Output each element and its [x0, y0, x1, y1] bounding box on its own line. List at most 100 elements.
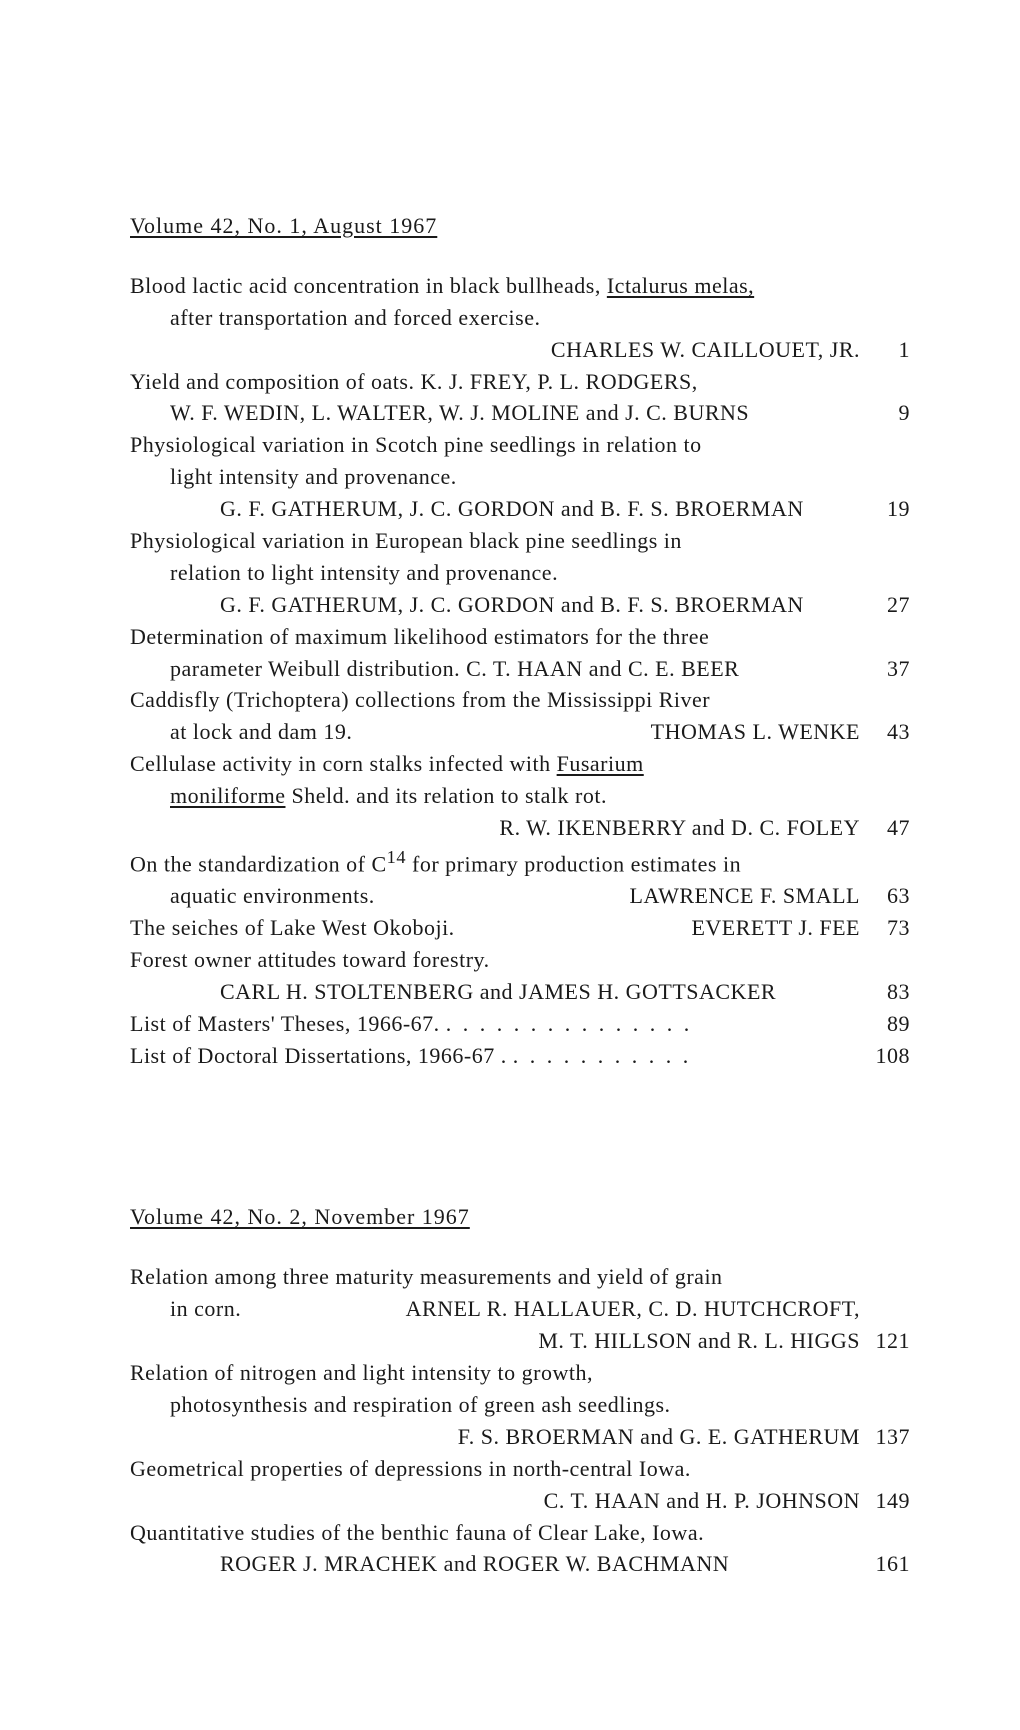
toc-page-number: 89	[860, 1008, 910, 1040]
toc-title-text: photosynthesis and respiration of green …	[170, 1392, 671, 1417]
toc-author-text: C. T. HAAN and H. P. JOHNSON	[544, 1488, 860, 1513]
toc-line-text: M. T. HILLSON and R. L. HIGGS	[130, 1325, 860, 1357]
toc-page-number: 63	[860, 880, 910, 912]
volume-2-section: Volume 42, No. 2, November 1967 Relation…	[130, 1201, 910, 1580]
toc-title-text: Physiological variation in Scotch pine s…	[130, 432, 702, 457]
toc-line-text: Cellulase activity in corn stalks infect…	[130, 748, 860, 780]
toc-line-text: Forest owner attitudes toward forestry.	[130, 944, 860, 976]
toc-line: photosynthesis and respiration of green …	[130, 1389, 910, 1421]
toc-line-text: W. F. WEDIN, L. WALTER, W. J. MOLINE and…	[130, 397, 860, 429]
toc-line-text: parameter Weibull distribution. C. T. HA…	[130, 653, 860, 685]
toc-title-text: parameter Weibull distribution. C. T. HA…	[170, 656, 739, 681]
toc-line: W. F. WEDIN, L. WALTER, W. J. MOLINE and…	[130, 397, 910, 429]
toc-line: Quantitative studies of the benthic faun…	[130, 1517, 910, 1549]
toc-line-text: F. S. BROERMAN and G. E. GATHERUM	[130, 1421, 860, 1453]
toc-line: Physiological variation in Scotch pine s…	[130, 429, 910, 461]
toc-title-text: List of Doctoral Dissertations, 1966-67 …	[130, 1043, 513, 1068]
toc-title-text: aquatic environments.	[170, 880, 375, 912]
toc-title-text: Sheld. and its relation to stalk rot.	[285, 783, 606, 808]
toc-title-text: Cellulase activity in corn stalks infect…	[130, 751, 557, 776]
toc-author-text: R. W. IKENBERRY and D. C. FOLEY	[499, 815, 860, 840]
toc-page-number: 37	[860, 653, 910, 685]
toc-line: Relation among three maturity measuremen…	[130, 1261, 910, 1293]
toc-author-text: THOMAS L. WENKE	[651, 716, 860, 748]
toc-line-text: aquatic environments. LAWRENCE F. SMALL	[130, 880, 860, 912]
toc-author-text: G. F. GATHERUM, J. C. GORDON and B. F. S…	[220, 496, 804, 521]
toc-author-text: ARNEL R. HALLAUER, C. D. HUTCHCROFT,	[406, 1293, 860, 1325]
volume-1-section: Volume 42, No. 1, August 1967 Blood lact…	[130, 210, 910, 1071]
toc-title-text: at lock and dam 19.	[170, 716, 352, 748]
toc-line: light intensity and provenance.	[130, 461, 910, 493]
toc-title-text: after transportation and forced exercise…	[170, 305, 541, 330]
toc-line-text: Relation of nitrogen and light intensity…	[130, 1357, 860, 1389]
toc-line: relation to light intensity and provenan…	[130, 557, 910, 589]
toc-line: M. T. HILLSON and R. L. HIGGS121	[130, 1325, 910, 1357]
toc-title-text: light intensity and provenance.	[170, 464, 457, 489]
toc-line: The seiches of Lake West Okoboji. EVERETT…	[130, 912, 910, 944]
toc-line-text: photosynthesis and respiration of green …	[130, 1389, 860, 1421]
toc-line-text: at lock and dam 19. THOMAS L. WENKE	[130, 716, 860, 748]
italic-species-text: Ictalurus melas,	[607, 273, 754, 298]
toc-line-text: List of Masters' Theses, 1966-67. . . . …	[130, 1008, 860, 1040]
volume-1-entries: Blood lactic acid concentration in black…	[130, 270, 910, 1072]
toc-line: Geometrical properties of depressions in…	[130, 1453, 910, 1485]
toc-page-number: 83	[860, 976, 910, 1008]
toc-line: On the standardization of C14 for primar…	[130, 844, 910, 880]
toc-line-text: ROGER J. MRACHEK and ROGER W. BACHMANN	[130, 1548, 860, 1580]
toc-dots: . . . . . . . . . . .	[513, 1043, 692, 1068]
toc-title-text: Forest owner attitudes toward forestry.	[130, 947, 490, 972]
toc-line: Determination of maximum likelihood esti…	[130, 621, 910, 653]
toc-author-text: F. S. BROERMAN and G. E. GATHERUM	[458, 1424, 860, 1449]
toc-line-text: List of Doctoral Dissertations, 1966-67 …	[130, 1040, 860, 1072]
toc-line-text: Quantitative studies of the benthic faun…	[130, 1517, 860, 1549]
toc-line-text: Caddisfly (Trichoptera) collections from…	[130, 684, 860, 716]
toc-author-text: CARL H. STOLTENBERG and JAMES H. GOTTSAC…	[220, 979, 776, 1004]
toc-title-text: The seiches of Lake West Okoboji.	[130, 912, 455, 944]
toc-line: Caddisfly (Trichoptera) collections from…	[130, 684, 910, 716]
section-gap	[130, 1071, 910, 1201]
toc-page-number: 161	[860, 1548, 910, 1580]
toc-line-text: Yield and composition of oats. K. J. FRE…	[130, 366, 860, 398]
toc-line: Blood lactic acid concentration in black…	[130, 270, 910, 302]
toc-author-text: G. F. GATHERUM, J. C. GORDON and B. F. S…	[220, 592, 804, 617]
toc-author-text: CHARLES W. CAILLOUET, JR.	[551, 337, 860, 362]
toc-author-text: EVERETT J. FEE	[691, 912, 860, 944]
toc-title-text: Blood lactic acid concentration in black…	[130, 273, 607, 298]
toc-line: G. F. GATHERUM, J. C. GORDON and B. F. S…	[130, 589, 910, 621]
toc-title-text: W. F. WEDIN, L. WALTER, W. J. MOLINE and…	[170, 400, 749, 425]
toc-page-number: 47	[860, 812, 910, 844]
toc-page-number: 9	[860, 397, 910, 429]
toc-line: moniliforme Sheld. and its relation to s…	[130, 780, 910, 812]
toc-line-text: Determination of maximum likelihood esti…	[130, 621, 860, 653]
toc-title-text: Geometrical properties of depressions in…	[130, 1456, 691, 1481]
toc-title-text: Determination of maximum likelihood esti…	[130, 624, 709, 649]
toc-line-text: after transportation and forced exercise…	[130, 302, 860, 334]
toc-line-text: CARL H. STOLTENBERG and JAMES H. GOTTSAC…	[130, 976, 860, 1008]
toc-line-text: On the standardization of C14 for primar…	[130, 844, 860, 880]
toc-line: parameter Weibull distribution. C. T. HA…	[130, 653, 910, 685]
toc-line-text: G. F. GATHERUM, J. C. GORDON and B. F. S…	[130, 589, 860, 621]
toc-page-number: 137	[860, 1421, 910, 1453]
toc-author-text: LAWRENCE F. SMALL	[630, 880, 860, 912]
toc-title-text: Relation of nitrogen and light intensity…	[130, 1360, 593, 1385]
toc-line: Yield and composition of oats. K. J. FRE…	[130, 366, 910, 398]
toc-line-text: G. F. GATHERUM, J. C. GORDON and B. F. S…	[130, 493, 860, 525]
toc-title-text: Caddisfly (Trichoptera) collections from…	[130, 687, 710, 712]
toc-title-text: relation to light intensity and provenan…	[170, 560, 558, 585]
toc-line-text: Geometrical properties of depressions in…	[130, 1453, 860, 1485]
toc-line-text: Relation among three maturity measuremen…	[130, 1261, 860, 1293]
toc-title-text: List of Masters' Theses, 1966-67.	[130, 1011, 446, 1036]
toc-line: Relation of nitrogen and light intensity…	[130, 1357, 910, 1389]
toc-line-text: light intensity and provenance.	[130, 461, 860, 493]
toc-line-text: R. W. IKENBERRY and D. C. FOLEY	[130, 812, 860, 844]
toc-line: in corn. ARNEL R. HALLAUER, C. D. HUTCHCR…	[130, 1293, 910, 1325]
volume-2-entries: Relation among three maturity measuremen…	[130, 1261, 910, 1580]
toc-page-number: 73	[860, 912, 910, 944]
toc-line: at lock and dam 19.THOMAS L. WENKE43	[130, 716, 910, 748]
toc-line: Cellulase activity in corn stalks infect…	[130, 748, 910, 780]
toc-page-number: 19	[860, 493, 910, 525]
toc-line: Forest owner attitudes toward forestry.	[130, 944, 910, 976]
toc-title-text: in corn.	[170, 1293, 241, 1325]
toc-title-text: Relation among three maturity measuremen…	[130, 1264, 723, 1289]
toc-page-number: 121	[860, 1325, 910, 1357]
